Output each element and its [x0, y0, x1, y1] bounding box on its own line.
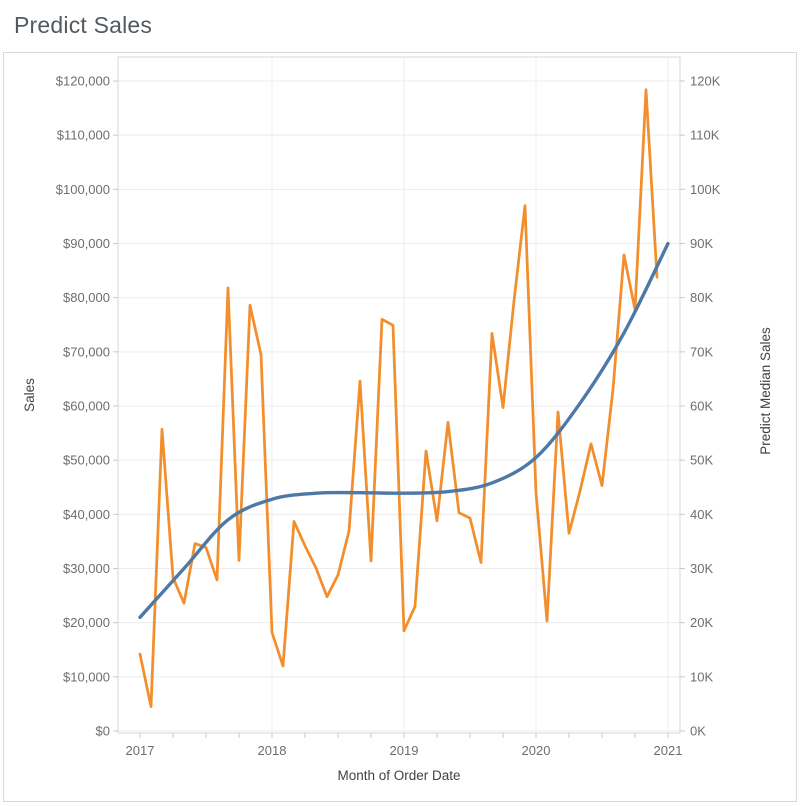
sales-line-series[interactable] — [138, 88, 659, 708]
y-left-tick-label: $10,000 — [63, 669, 110, 684]
y-right-tick-label: 120K — [690, 74, 721, 89]
y-left-tick-label: $60,000 — [63, 399, 110, 414]
y-axis-left-title: Sales — [22, 378, 37, 412]
y-left-tick-label: $40,000 — [63, 507, 110, 522]
y-right-tick-label: 80K — [690, 290, 713, 305]
chart-sheet[interactable]: $0 $10,000 $20,000 $30,000 $40,000 $50,000 $60… — [3, 52, 797, 802]
y-left-tick-label: $110,000 — [57, 128, 110, 143]
y-right-tick-label: 0K — [690, 724, 706, 739]
axis-tick-marks — [113, 80, 685, 738]
plot-frame — [117, 56, 681, 734]
x-axis-labels: 2017 2018 2019 2020 2021 — [126, 743, 683, 758]
y-left-tick-label: $30,000 — [63, 561, 110, 576]
y-left-tick-label: $90,000 — [63, 236, 110, 251]
y-left-tick-label: $20,000 — [63, 615, 110, 630]
y-left-tick-label: $120,000 — [56, 74, 110, 89]
gridlines — [118, 57, 680, 733]
x-tick-label: 2018 — [258, 743, 287, 758]
title-bar: Predict Sales — [0, 0, 800, 52]
predict-line-series[interactable] — [138, 241, 670, 619]
x-tick-label: 2017 — [126, 743, 155, 758]
x-tick-label: 2019 — [390, 743, 419, 758]
y-axis-left-labels: $0 $10,000 $20,000 $30,000 $40,000 $50,000 $60… — [56, 74, 110, 739]
y-right-tick-label: 60K — [690, 399, 713, 414]
y-left-tick-label: $50,000 — [63, 453, 110, 468]
y-right-tick-label: 50K — [690, 453, 713, 468]
plot-area[interactable]: $0 $10,000 $20,000 $30,000 $40,000 $50,000 $60… — [4, 53, 796, 801]
y-right-tick-label: 20K — [690, 615, 713, 630]
y-right-tick-label: 90K — [690, 236, 713, 251]
y-axis-right-labels: 0K 10K 20K 30K 40K 50K 60K 70K 80K 90K 100K 110K 120… — [690, 74, 721, 739]
y-right-tick-label: 10K — [690, 669, 713, 684]
y-left-tick-label: $0 — [96, 724, 110, 739]
x-tick-label: 2020 — [522, 743, 551, 758]
x-axis-title: Month of Order Date — [337, 768, 460, 783]
y-right-tick-label: 30K — [690, 561, 713, 576]
y-left-tick-label: $80,000 — [63, 290, 110, 305]
y-right-tick-label: 70K — [690, 344, 713, 359]
chart-title: Predict Sales — [14, 12, 153, 38]
y-left-tick-label: $100,000 — [56, 182, 110, 197]
plot-border — [117, 56, 681, 734]
y-right-tick-label: 100K — [690, 182, 721, 197]
x-tick-label: 2021 — [654, 743, 683, 758]
y-left-tick-label: $70,000 — [63, 344, 110, 359]
y-right-tick-label: 40K — [690, 507, 713, 522]
y-right-tick-label: 110K — [690, 128, 720, 143]
y-axis-right-title: Predict Median Sales — [758, 327, 773, 455]
